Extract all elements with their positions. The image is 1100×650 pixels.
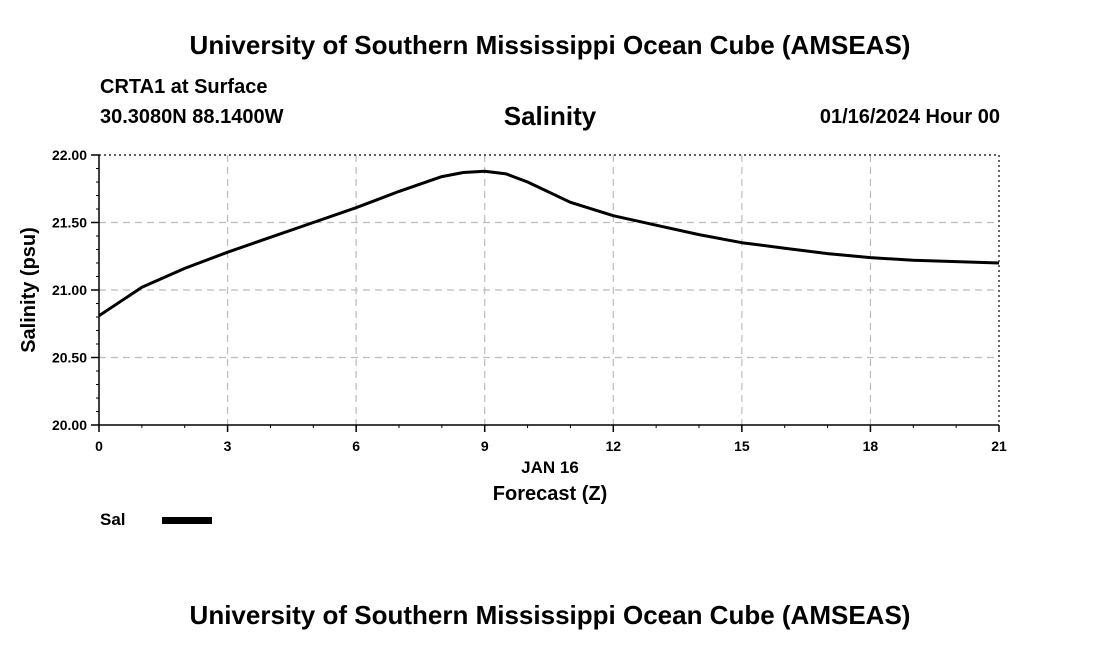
x-axis-title: Forecast (Z) bbox=[492, 483, 608, 505]
legend-swatch bbox=[162, 517, 212, 524]
station-label: CRTA1 at Surface bbox=[100, 76, 268, 98]
chart-top-title: University of Southern Mississippi Ocean… bbox=[189, 30, 911, 60]
x-tick-label: 15 bbox=[734, 438, 750, 454]
chart-bottom-title: University of Southern Mississippi Ocean… bbox=[189, 600, 911, 630]
chart-variable-title: Salinity bbox=[503, 101, 597, 131]
station-coords: 30.3080N 88.1400W bbox=[100, 106, 284, 128]
y-tick-label: 21.50 bbox=[52, 215, 87, 231]
forecast-datetime: 01/16/2024 Hour 00 bbox=[819, 106, 1000, 128]
label-layer: 0 3 6 9 12 15 18 21 20.00 20.50 21.00 21.50 22.00 Sal… bbox=[18, 147, 1007, 454]
x-tick-label: 9 bbox=[481, 438, 489, 454]
x-tick-label: 6 bbox=[352, 438, 360, 454]
legend-label: Sal bbox=[100, 510, 126, 529]
y-tick-label: 21.00 bbox=[52, 282, 87, 298]
series-line-sal bbox=[98, 169, 1000, 317]
x-tick-label: 21 bbox=[991, 438, 1007, 454]
y-axis-title: Salinity (psu) bbox=[18, 227, 40, 353]
x-axis-date-label: JAN 16 bbox=[521, 458, 579, 477]
series-layer bbox=[98, 169, 1000, 317]
x-tick-label: 18 bbox=[863, 438, 879, 454]
axis-layer bbox=[91, 154, 1000, 432]
grid-layer bbox=[99, 155, 999, 425]
y-tick-label: 22.00 bbox=[52, 147, 87, 163]
y-tick-label: 20.50 bbox=[52, 350, 87, 366]
x-tick-label: 3 bbox=[224, 438, 232, 454]
y-tick-label: 20.00 bbox=[52, 417, 87, 433]
x-tick-label: 12 bbox=[605, 438, 621, 454]
x-tick-label: 0 bbox=[95, 438, 103, 454]
